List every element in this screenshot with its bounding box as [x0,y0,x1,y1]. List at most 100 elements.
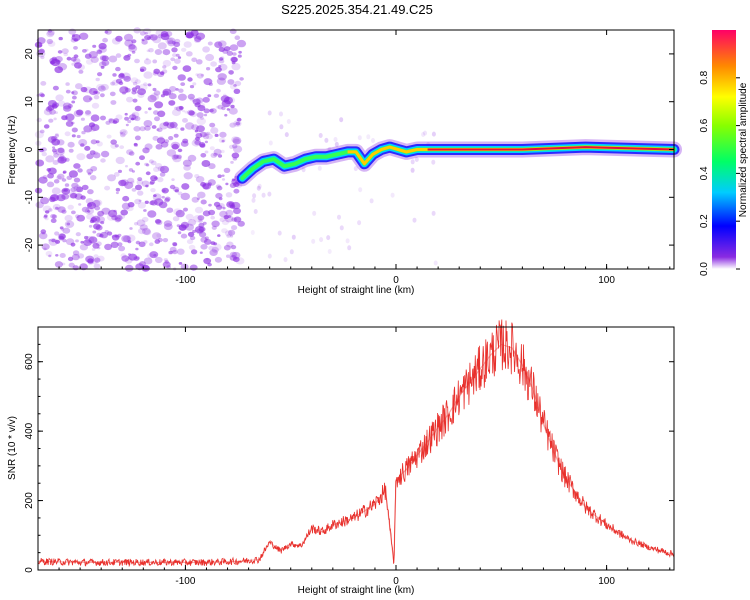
noise-blob [217,73,227,81]
noise-blob [162,88,172,96]
noise-blob [149,180,156,185]
faint-blob [410,167,415,173]
noise-blob [45,106,53,112]
noise-blob [139,31,146,36]
noise-blob [180,82,186,86]
noise-blob [177,74,186,81]
noise-blob [234,35,241,40]
noise-blob [145,171,151,176]
noise-blob [233,88,241,95]
noise-blob [226,50,233,56]
snr-frame [37,326,675,571]
noise-blob [75,232,81,237]
noise-blob [187,154,197,162]
noise-blob [195,32,206,40]
faint-blob [357,220,362,226]
noise-blob [100,83,109,91]
faint-blob [324,137,329,143]
noise-blob [220,149,225,154]
noise-blob [40,81,47,86]
noise-blob [194,226,205,234]
noise-blob [155,256,163,264]
noise-blob [56,175,62,180]
noise-blob [164,121,170,125]
noise-blob [218,47,225,52]
noise-blob [171,108,181,117]
noise-blob [100,231,108,239]
noise-blob [110,241,119,248]
noise-blob [145,163,150,167]
noise-blob [80,117,85,121]
noise-blob [115,187,121,192]
noise-blob [115,191,119,195]
noise-blob [122,91,126,95]
noise-blob [133,143,138,147]
noise-blob [123,75,131,82]
noise-blob [231,251,241,259]
noise-blob [119,86,129,94]
faint-blob [312,210,317,216]
noise-blob [171,41,177,45]
noise-blob [110,142,118,149]
noise-blob [122,130,127,134]
noise-blob [203,108,210,114]
noise-blob [75,83,83,90]
noise-blob [46,30,55,38]
noise-blob [162,59,172,67]
noise-blob [95,140,100,144]
noise-blob [73,58,81,64]
noise-blob [101,59,110,66]
noise-blob [178,105,184,110]
noise-blob [173,41,181,48]
noise-blob [57,156,67,164]
noise-blob [169,246,177,253]
noise-blob [192,82,197,86]
noise-blob [119,132,126,138]
noise-blob [191,124,199,131]
noise-blob [139,224,148,231]
noise-blob [205,53,215,62]
noise-blob [114,217,122,223]
noise-blob [180,233,188,239]
noise-blob [143,120,153,127]
faint-blob [253,209,258,214]
noise-blob [233,188,240,194]
noise-blob [188,110,195,116]
noise-blob [203,113,208,117]
noise-blob [169,121,178,129]
noise-blob [100,115,106,121]
noise-blob [88,224,93,228]
noise-blob [180,263,189,270]
noise-blob [88,122,96,128]
faint-blob [283,257,288,263]
noise-blob [104,30,109,34]
noise-blob [211,225,217,230]
noise-blob [118,73,125,79]
noise-blob [131,39,137,44]
noise-blob [137,88,147,96]
noise-blob [58,233,66,240]
noise-blob [187,93,195,100]
snr-x-label: Height of straight line (km) [298,585,415,596]
noise-blob [148,159,154,164]
noise-blob [155,144,163,150]
noise-blob [221,178,226,181]
noise-blob [116,215,121,220]
faint-blob [311,238,316,244]
faint-blob [279,124,284,130]
noise-blob [145,184,149,188]
noise-blob [49,109,56,115]
noise-blob [189,264,198,271]
noise-blob [206,67,211,71]
noise-blob [84,235,89,240]
noise-blob [43,124,50,129]
noise-blob [174,189,179,193]
noise-blob [64,183,70,187]
noise-blob [45,210,50,214]
noise-blob [133,142,138,146]
noise-blob [215,66,222,73]
noise-blob [187,77,193,82]
noise-blob [210,241,216,246]
noise-blob [97,246,101,250]
noise-blob [155,163,163,169]
